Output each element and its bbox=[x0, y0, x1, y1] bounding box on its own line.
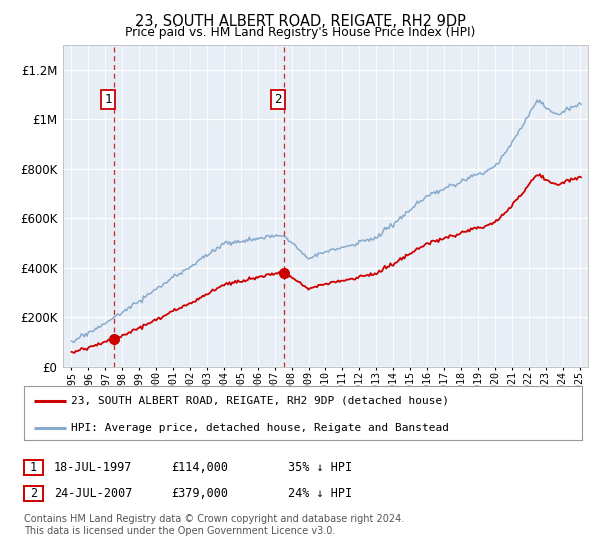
Text: £114,000: £114,000 bbox=[171, 461, 228, 474]
Text: 23, SOUTH ALBERT ROAD, REIGATE, RH2 9DP (detached house): 23, SOUTH ALBERT ROAD, REIGATE, RH2 9DP … bbox=[71, 396, 449, 406]
Text: 23, SOUTH ALBERT ROAD, REIGATE, RH2 9DP: 23, SOUTH ALBERT ROAD, REIGATE, RH2 9DP bbox=[134, 14, 466, 29]
Text: 2: 2 bbox=[30, 487, 37, 500]
Text: £379,000: £379,000 bbox=[171, 487, 228, 500]
Text: 35% ↓ HPI: 35% ↓ HPI bbox=[288, 461, 352, 474]
Text: 24% ↓ HPI: 24% ↓ HPI bbox=[288, 487, 352, 500]
Text: 24-JUL-2007: 24-JUL-2007 bbox=[54, 487, 133, 500]
Text: 1: 1 bbox=[104, 93, 112, 106]
Text: HPI: Average price, detached house, Reigate and Banstead: HPI: Average price, detached house, Reig… bbox=[71, 423, 449, 433]
Text: Price paid vs. HM Land Registry's House Price Index (HPI): Price paid vs. HM Land Registry's House … bbox=[125, 26, 475, 39]
Text: Contains HM Land Registry data © Crown copyright and database right 2024.
This d: Contains HM Land Registry data © Crown c… bbox=[24, 514, 404, 536]
Text: 2: 2 bbox=[274, 93, 281, 106]
Text: 18-JUL-1997: 18-JUL-1997 bbox=[54, 461, 133, 474]
Text: 1: 1 bbox=[30, 461, 37, 474]
